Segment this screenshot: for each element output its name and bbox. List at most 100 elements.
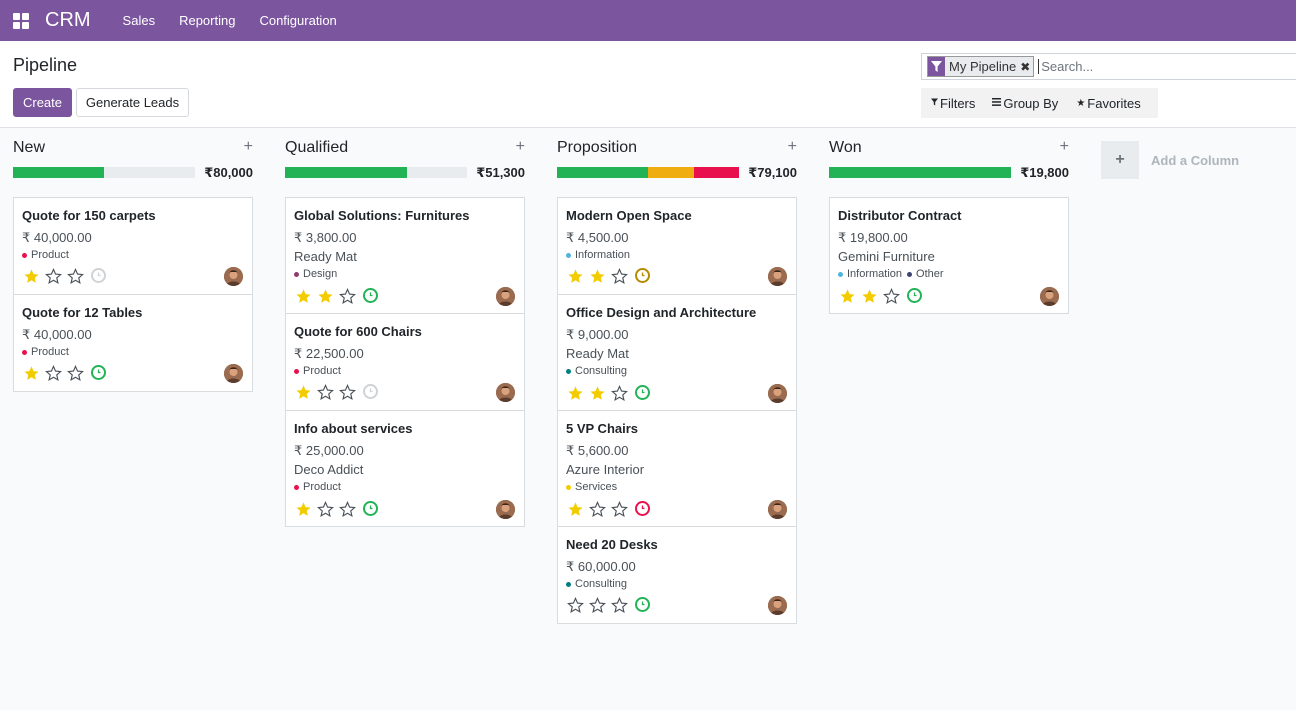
star-filled-icon[interactable] [292,382,314,402]
star-empty-icon[interactable] [336,499,358,519]
activity-clock-icon[interactable] [635,385,650,400]
menu-configuration[interactable]: Configuration [259,13,337,28]
star-empty-icon[interactable] [336,286,358,306]
star-empty-icon[interactable] [608,595,630,615]
star-filled-icon[interactable] [564,383,586,403]
activity-clock-icon[interactable] [363,288,378,303]
star-empty-icon[interactable] [608,266,630,286]
quick-create-plus-icon[interactable]: + [515,138,525,155]
card-title: Distributor Contract [838,208,962,223]
filters-button[interactable]: Filters [931,96,975,111]
salesperson-avatar[interactable] [768,267,787,286]
salesperson-avatar[interactable] [224,267,243,286]
activity-clock-icon[interactable] [635,597,650,612]
tag-label: Product [31,346,69,358]
star-empty-icon[interactable] [64,363,86,383]
activity-clock-icon[interactable] [91,268,106,283]
menu-sales[interactable]: Sales [122,13,156,28]
quick-create-plus-icon[interactable]: + [243,138,253,155]
star-empty-icon[interactable] [64,266,86,286]
activity-clock-icon[interactable] [363,501,378,516]
menu-reporting[interactable]: Reporting [179,13,236,28]
cards-list: Quote for 150 carpets ₹ 40,000.00 Product Q… [13,197,253,392]
activity-clock-icon[interactable] [635,501,650,516]
salesperson-avatar[interactable] [496,287,515,306]
search-bar[interactable]: My Pipeline ✖ [921,53,1296,80]
salesperson-avatar[interactable] [224,364,243,383]
progress-bar[interactable] [829,167,1011,178]
top-navbar: CRM Sales Reporting Configuration [0,0,1296,41]
progress-segment[interactable] [693,167,739,178]
card-tags: Product [22,346,74,358]
generate-leads-button[interactable]: Generate Leads [76,88,189,117]
star-filled-icon[interactable] [564,266,586,286]
star-empty-icon[interactable] [586,499,608,519]
create-button[interactable]: Create [13,88,72,117]
progress-bar[interactable] [285,167,467,178]
star-empty-icon[interactable] [608,499,630,519]
star-empty-icon[interactable] [880,286,902,306]
opportunity-card[interactable]: Need 20 Desks ₹ 60,000.00 Consulting [557,526,797,624]
column-header: Qualified + [285,129,525,169]
star-filled-icon[interactable] [858,286,880,306]
star-filled-icon[interactable] [314,286,336,306]
favorites-button[interactable]: ★ Favorites [1076,96,1140,111]
star-empty-icon[interactable] [336,382,358,402]
salesperson-avatar[interactable] [768,500,787,519]
opportunity-card[interactable]: Quote for 150 carpets ₹ 40,000.00 Product [13,197,253,295]
activity-clock-icon[interactable] [91,365,106,380]
star-empty-icon[interactable] [586,595,608,615]
progress-segment[interactable] [829,167,1011,178]
progress-segment[interactable] [648,167,694,178]
card-partner: Ready Mat [566,346,629,361]
salesperson-avatar[interactable] [496,383,515,402]
star-filled-icon[interactable] [836,286,858,306]
apps-menu-icon[interactable] [0,0,42,41]
tag: Product [294,481,341,493]
salesperson-avatar[interactable] [768,384,787,403]
opportunity-card[interactable]: Info about services ₹ 25,000.00 Deco Addic… [285,410,525,527]
opportunity-card[interactable]: Office Design and Architecture ₹ 9,000.00… [557,294,797,411]
star-filled-icon[interactable] [586,266,608,286]
star-empty-icon[interactable] [608,383,630,403]
opportunity-card[interactable]: Quote for 12 Tables ₹ 40,000.00 Product [13,294,253,392]
progress-bar[interactable] [557,167,739,178]
star-empty-icon[interactable] [314,382,336,402]
star-empty-icon[interactable] [42,363,64,383]
card-tags: Information Other [838,268,949,280]
star-filled-icon[interactable] [564,499,586,519]
star-filled-icon[interactable] [20,266,42,286]
tag-label: Information [575,249,631,261]
progress-segment[interactable] [13,167,104,178]
opportunity-card[interactable]: Quote for 600 Chairs ₹ 22,500.00 Product [285,313,525,411]
activity-clock-icon[interactable] [907,288,922,303]
star-filled-icon[interactable] [292,499,314,519]
salesperson-avatar[interactable] [1040,287,1059,306]
quick-create-plus-icon[interactable]: + [787,138,797,155]
add-column-button[interactable]: + Add a Column [1101,141,1239,179]
progress-bar[interactable] [13,167,195,178]
star-empty-icon[interactable] [564,595,586,615]
progress-segment[interactable] [557,167,648,178]
group-by-button[interactable]: Group By [992,96,1058,111]
cards-list: Modern Open Space ₹ 4,500.00 Information Of… [557,197,797,624]
star-filled-icon[interactable] [20,363,42,383]
opportunity-card[interactable]: Global Solutions: Furnitures ₹ 3,800.00 Re… [285,197,525,314]
star-filled-icon[interactable] [292,286,314,306]
search-input[interactable] [1038,59,1289,74]
activity-clock-icon[interactable] [363,384,378,399]
salesperson-avatar[interactable] [768,596,787,615]
star-empty-icon[interactable] [42,266,64,286]
quick-create-plus-icon[interactable]: + [1059,138,1069,155]
salesperson-avatar[interactable] [496,500,515,519]
star-empty-icon[interactable] [314,499,336,519]
activity-clock-icon[interactable] [635,268,650,283]
app-brand[interactable]: CRM [45,9,91,31]
facet-remove-icon[interactable]: ✖ [1020,59,1031,74]
column-total: ₹19,800 [1020,165,1069,180]
opportunity-card[interactable]: Distributor Contract ₹ 19,800.00 Gemini Fu… [829,197,1069,314]
opportunity-card[interactable]: 5 VP Chairs ₹ 5,600.00 Azure Interior Servi… [557,410,797,527]
opportunity-card[interactable]: Modern Open Space ₹ 4,500.00 Information [557,197,797,295]
progress-segment[interactable] [285,167,407,178]
star-filled-icon[interactable] [586,383,608,403]
